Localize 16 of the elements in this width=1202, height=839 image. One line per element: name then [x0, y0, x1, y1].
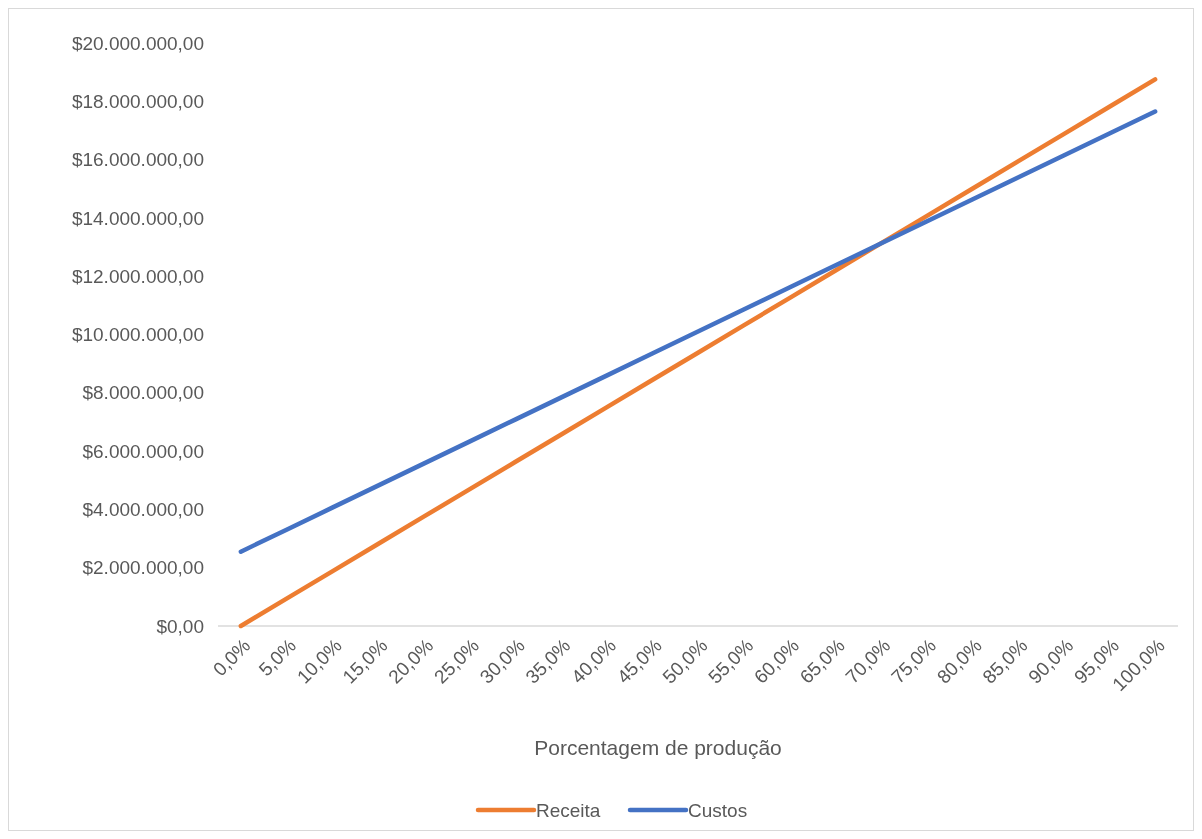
- y-tick-label: $20.000.000,00: [71, 32, 204, 54]
- y-tick-label: $8.000.000,00: [82, 382, 204, 404]
- y-tick-label: $14.000.000,00: [71, 207, 204, 229]
- y-tick-label: $10.000.000,00: [71, 324, 204, 346]
- line-series: [238, 77, 1158, 629]
- line-series: [238, 109, 1158, 554]
- y-tick-label: $12.000.000,00: [71, 265, 204, 287]
- y-tick-label: $4.000.000,00: [82, 499, 204, 521]
- legend-label: Receita: [536, 800, 601, 821]
- y-tick-label: $2.000.000,00: [82, 557, 204, 579]
- y-tick-label: $0,00: [156, 615, 204, 637]
- y-tick-label: $6.000.000,00: [82, 440, 204, 462]
- y-tick-label: $16.000.000,00: [71, 149, 204, 171]
- y-tick-label: $18.000.000,00: [71, 90, 204, 112]
- legend-label: Custos: [688, 800, 748, 821]
- x-axis-title: Porcentagem de produção: [534, 736, 782, 759]
